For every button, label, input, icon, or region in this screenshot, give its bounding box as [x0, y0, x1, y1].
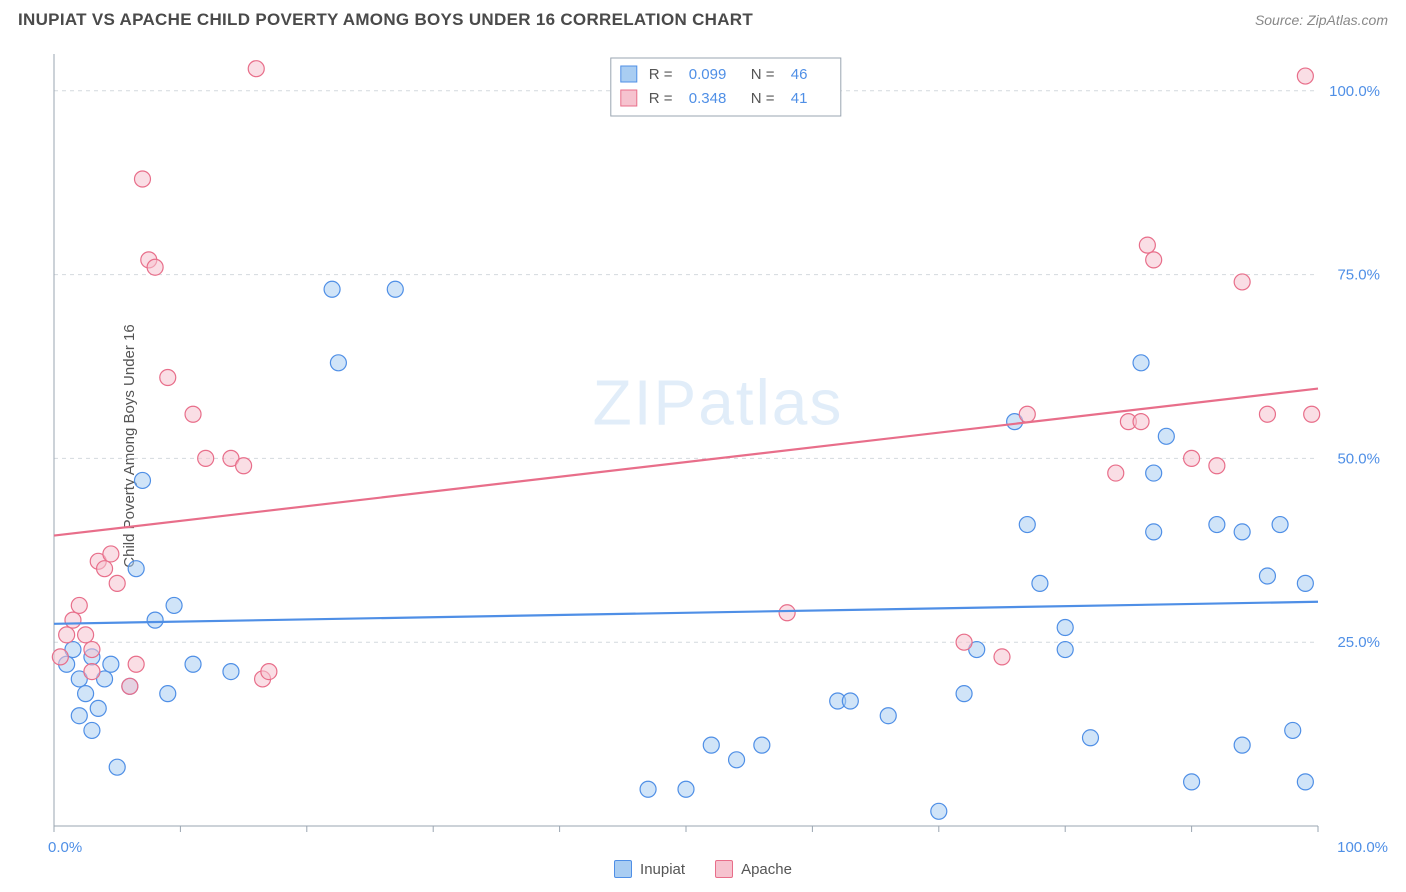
x-axis-min-label: 0.0%	[48, 839, 82, 856]
svg-text:75.0%: 75.0%	[1337, 267, 1380, 284]
svg-text:41: 41	[791, 90, 808, 107]
legend-item-apache: Apache	[715, 860, 792, 878]
chart-title: INUPIAT VS APACHE CHILD POVERTY AMONG BO…	[18, 10, 753, 30]
svg-text:0.348: 0.348	[689, 90, 727, 107]
svg-text:50.0%: 50.0%	[1337, 450, 1380, 467]
source-label: Source: ZipAtlas.com	[1255, 12, 1388, 28]
legend-swatch-apache	[715, 860, 733, 878]
legend-label-apache: Apache	[741, 861, 792, 878]
svg-text:46: 46	[791, 66, 808, 83]
scatter-plot-svg: 25.0% 50.0% 75.0% 100.0% ZIPatlas R = 0.099 N =…	[48, 48, 1388, 832]
svg-text:0.099: 0.099	[689, 66, 727, 83]
svg-text:N =: N =	[751, 66, 775, 83]
svg-text:100.0%: 100.0%	[1329, 83, 1380, 100]
legend-swatch-inupiat	[614, 860, 632, 878]
svg-text:R =: R =	[649, 90, 673, 107]
x-axis-max-label: 100.0%	[1337, 839, 1388, 856]
legend-label-inupiat: Inupiat	[640, 861, 685, 878]
legend: Inupiat Apache	[0, 860, 1406, 878]
title-bar: INUPIAT VS APACHE CHILD POVERTY AMONG BO…	[0, 0, 1406, 38]
svg-text:N =: N =	[751, 90, 775, 107]
legend-item-inupiat: Inupiat	[614, 860, 685, 878]
svg-text:R =: R =	[649, 66, 673, 83]
plot-area: 25.0% 50.0% 75.0% 100.0% ZIPatlas R = 0.099 N =…	[48, 48, 1388, 832]
svg-text:ZIPatlas: ZIPatlas	[593, 366, 844, 438]
svg-text:25.0%: 25.0%	[1337, 634, 1380, 651]
